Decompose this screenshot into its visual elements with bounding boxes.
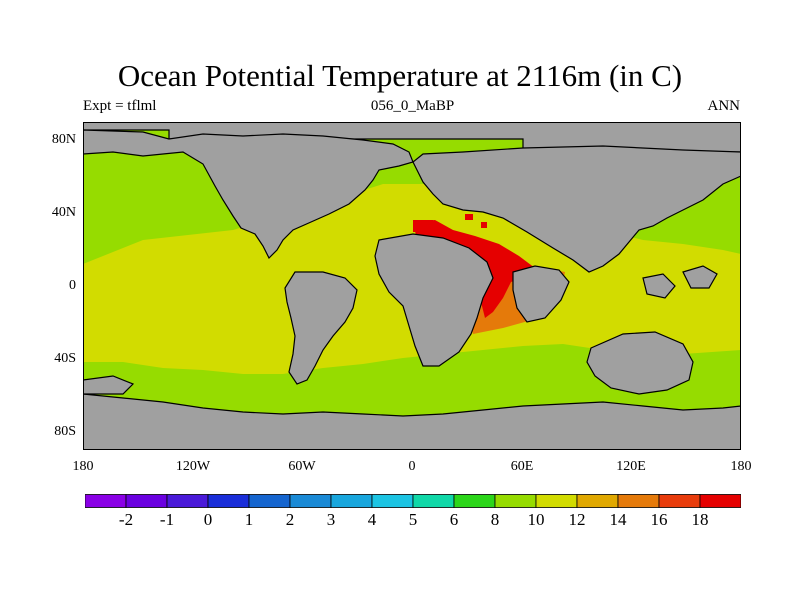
hot-spot [413,220,433,232]
colorbar-label: -2 [118,510,134,529]
lon-tick: 0 [408,459,416,474]
lat-tick: 0 [69,278,76,293]
land-arctic [83,122,741,153]
colorbar-box [576,494,619,508]
colorbar-label: 14 [609,510,627,529]
colorbar [85,494,741,508]
temperature-map [83,122,741,450]
lat-tick: 80N [51,132,76,147]
colorbar-label: -1 [159,510,175,529]
lon-tick: 120W [175,459,211,474]
colorbar-box [125,494,168,508]
colorbar-box [453,494,496,508]
land-eurasia [412,145,741,273]
colorbar-box [371,494,414,508]
colorbar-box [289,494,332,508]
colorbar-label: 18 [691,510,709,529]
colorbar-box [494,494,537,508]
land-africa [374,233,494,367]
land-south-america [284,271,358,385]
hot-spot [481,222,487,228]
lon-tick: 180 [730,459,752,474]
colorbar-label: 8 [490,510,500,529]
chart-title: Ocean Potential Temperature at 2116m (in… [117,58,683,93]
colorbar-box [658,494,701,508]
land-island [83,375,135,395]
colorbar-label: 4 [367,510,377,529]
lon-tick: 60W [288,459,316,474]
colorbar-box [166,494,209,508]
colorbar-box [207,494,250,508]
colorbar-label: 3 [326,510,336,529]
land-australia [586,331,694,395]
land-island [642,273,676,299]
time-label: 056_0_MaBP [370,98,455,114]
lon-tick: 120E [616,459,646,474]
colorbar-box [248,494,291,508]
colorbar-box [85,494,127,508]
colorbar-label: 16 [650,510,668,529]
lat-tick: 40S [54,351,76,366]
land-antarctica [83,393,741,450]
colorbar-box [699,494,741,508]
colorbar-label: 10 [527,510,545,529]
colorbar-label: 5 [408,510,418,529]
land-island [682,265,718,289]
colorbar-label: 0 [203,510,213,529]
colorbar-label: 6 [449,510,459,529]
land-india [512,265,570,323]
lat-tick: 80S [54,424,76,439]
lat-tick: 40N [51,205,76,220]
hot-spot [465,214,473,220]
lon-tick: 60E [510,459,534,474]
colorbar-label: 1 [244,510,254,529]
colorbar-box [617,494,660,508]
colorbar-label: 12 [568,510,586,529]
season-label: ANN [707,98,741,114]
lon-tick: 180 [72,459,94,474]
colorbar-label: 2 [285,510,295,529]
experiment-label: Expt = tflml [83,98,157,114]
colorbar-box [330,494,373,508]
colorbar-box [412,494,455,508]
colorbar-box [535,494,578,508]
land-north-america [83,129,414,260]
map-frame [83,122,741,450]
